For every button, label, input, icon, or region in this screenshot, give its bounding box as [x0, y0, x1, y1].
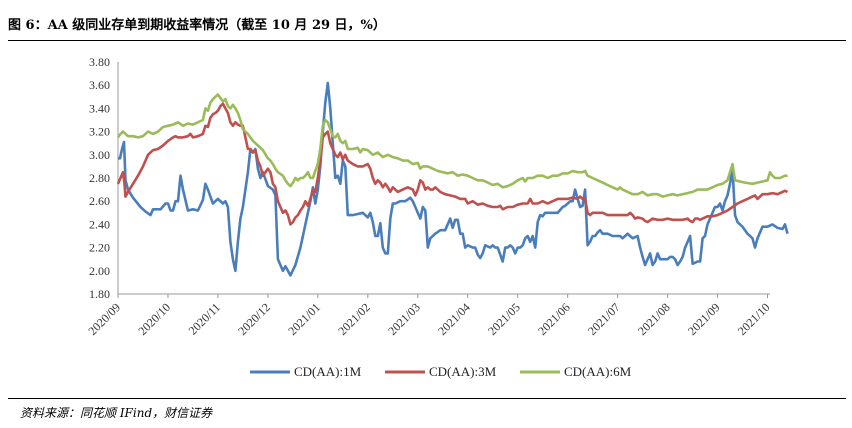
y-axis: 3.80 3.60 3.40 3.20 3.00 2.80 2.60 2.40 2.20 2.00…: [89, 55, 119, 301]
source-note: 资料来源：同花顺 IFind，财信证券: [20, 406, 213, 420]
y-tick-label: 3.60: [89, 78, 110, 92]
y-tick-label: 2.20: [89, 241, 110, 255]
series-line-2: [116, 93, 788, 198]
x-tick-label: 2021/02: [335, 300, 373, 338]
top-rule: [8, 40, 846, 41]
x-tick-label: 2021/07: [585, 300, 623, 338]
x-tick-label: 2020/11: [186, 300, 223, 337]
figure-title: 图 6：AA 级同业存单到期收益率情况（截至 10 月 29 日，%）: [8, 18, 386, 33]
series-lines: [116, 81, 789, 277]
y-tick-label: 2.40: [89, 217, 110, 231]
x-tick-label: 2021/08: [635, 300, 673, 338]
y-tick-label: 2.80: [89, 171, 110, 185]
x-tick-label: 2021/06: [535, 300, 573, 338]
legend-label-0: CD(AA):1M: [294, 364, 362, 379]
x-axis: 2020/09 2020/10 2020/11 2020/12 2021/01 2021/…: [85, 293, 773, 338]
y-tick-label: 3.80: [89, 55, 110, 69]
y-tick-label: 2.60: [89, 194, 110, 208]
bottom-rule: [8, 398, 846, 399]
line-chart: 3.80 3.60 3.40 3.20 3.00 2.80 2.60 2.40 2.20 2.00…: [85, 55, 789, 379]
y-tick-label: 1.80: [89, 287, 110, 301]
legend-label-2: CD(AA):6M: [564, 364, 632, 379]
y-tick-label: 3.00: [89, 148, 110, 162]
x-tick-label: 2021/10: [735, 300, 773, 338]
y-tick-label: 3.40: [89, 101, 110, 115]
x-tick-label: 2021/03: [385, 300, 423, 338]
x-tick-label: 2021/09: [685, 300, 723, 338]
x-tick-label: 2021/04: [435, 300, 473, 338]
legend: CD(AA):1M CD(AA):3M CD(AA):6M: [250, 364, 632, 379]
x-tick-label: 2020/10: [135, 300, 173, 338]
x-tick-label: 2020/09: [85, 300, 123, 338]
y-tick-label: 3.20: [89, 125, 110, 139]
x-tick-label: 2021/05: [485, 300, 523, 338]
series-line-0: [118, 81, 789, 277]
legend-label-1: CD(AA):3M: [429, 364, 497, 379]
y-tick-label: 2.00: [89, 264, 110, 278]
x-tick-label: 2021/01: [285, 300, 323, 338]
series-line-1: [116, 102, 789, 226]
x-tick-label: 2020/12: [235, 300, 273, 338]
